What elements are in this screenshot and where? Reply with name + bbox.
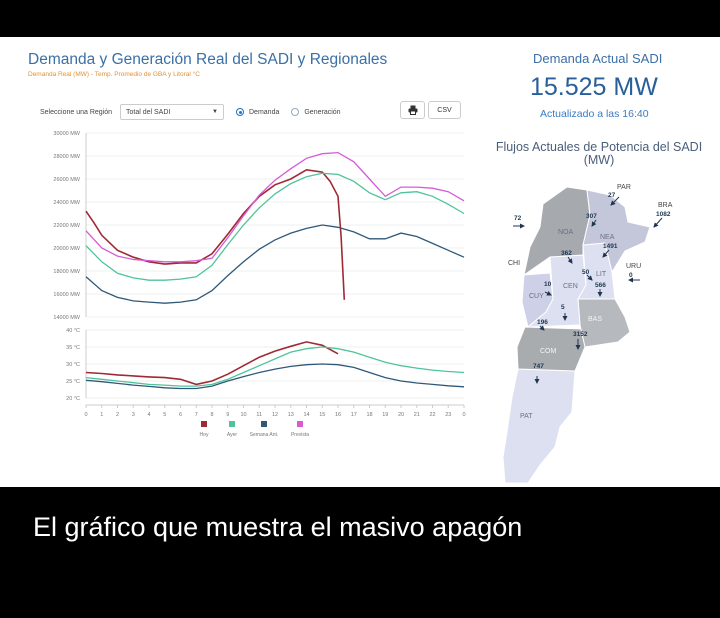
print-button[interactable] — [400, 101, 425, 119]
x-tick-label: 23 — [445, 412, 451, 418]
demand-y-tick-label: 28000 MW — [53, 154, 80, 160]
current-demand-label: Demanda Actual SADI — [533, 51, 663, 66]
legend-label: Prevista — [291, 432, 309, 438]
chart-controls: Seleccione una Región Total del SADI ▼ D… — [40, 103, 341, 121]
map-country-uru: URU — [626, 263, 641, 270]
printer-icon — [408, 105, 417, 115]
x-tick-label: 5 — [163, 412, 166, 418]
x-tick-label: 14 — [303, 412, 309, 418]
radio-generation-dot — [291, 108, 300, 116]
flow-value-chi: 72 — [514, 215, 522, 222]
region-select[interactable]: Total del SADI ▼ — [120, 104, 224, 120]
x-tick-label: 16 — [335, 412, 341, 418]
demand-series-semana-ant — [85, 224, 465, 304]
x-tick-label: 22 — [429, 412, 435, 418]
temp-y-tick-label: 35 °C — [66, 345, 80, 351]
x-tick-label: 9 — [226, 412, 229, 418]
map-country-chi: CHI — [508, 260, 520, 267]
flow-value-uru: 0 — [629, 272, 633, 279]
x-tick-label: 2 — [116, 412, 119, 418]
demand-temperature-chart: 30000 MW 28000 MW 26000 MW 24000 MW 22000 MW… — [53, 131, 465, 438]
updated-time: Actualizado a las 16:40 — [540, 108, 649, 120]
current-demand-value: 15.525 MW — [530, 73, 658, 101]
region-select-value: Total del SADI — [126, 108, 171, 116]
demand-y-tick-label: 16000 MW — [53, 292, 80, 298]
temp-y-tick-label: 20 °C — [66, 396, 80, 402]
legend-swatch-prevista — [297, 421, 303, 427]
temp-y-tick-label: 40 °C — [66, 328, 80, 334]
x-tick-label: 7 — [195, 412, 198, 418]
legend-label: Ayer — [227, 432, 238, 438]
radio-generation-label: Generación — [304, 108, 341, 116]
power-flows-title: Flujos Actuales de Potencia del SADI (MW… — [495, 140, 703, 167]
radio-generation[interactable]: Generación — [291, 108, 341, 116]
map-region-pat[interactable] — [502, 368, 576, 484]
region-label: Seleccione una Región — [40, 108, 112, 116]
chart-title: Demanda y Generación Real del SADI y Reg… — [28, 51, 388, 68]
legend-swatch-hoy — [201, 421, 207, 427]
map-region-bas[interactable] — [577, 298, 631, 348]
radio-demand-dot — [236, 108, 244, 116]
x-tick-label: 13 — [288, 412, 294, 418]
demand-y-tick-label: 20000 MW — [53, 246, 80, 252]
map-region-com[interactable] — [516, 326, 586, 372]
chart-subtitle: Demanda Real (MW) - Temp. Promedio de GB… — [28, 71, 200, 78]
csv-button[interactable]: CSV — [428, 101, 461, 119]
legend-label: Semana Ant. — [250, 432, 279, 438]
map-region-noa[interactable] — [523, 186, 591, 277]
x-tick-label: 3 — [132, 412, 135, 418]
dashboard-panel: Demanda y Generación Real del SADI y Reg… — [0, 37, 720, 487]
map-country-par: PAR — [617, 184, 631, 191]
flow-arrow-bra — [653, 217, 663, 228]
radio-demand[interactable]: Demanda — [236, 108, 279, 116]
x-tick-label: 17 — [351, 412, 357, 418]
chevron-down-icon: ▼ — [212, 109, 218, 115]
x-tick-label: 11 — [256, 412, 262, 418]
temp-series-hoy — [85, 341, 339, 386]
demand-y-tick-label: 30000 MW — [53, 131, 80, 137]
x-tick-label: 0 — [84, 412, 87, 418]
legend-label: Hoy — [200, 432, 209, 438]
temp-y-tick-label: 30 °C — [66, 362, 80, 368]
temp-y-tick-label: 25 °C — [66, 379, 80, 385]
x-tick-label: 15 — [319, 412, 325, 418]
demand-y-tick-label: 22000 MW — [53, 223, 80, 229]
demand-y-tick-label: 26000 MW — [53, 177, 80, 183]
demand-y-tick-label: 24000 MW — [53, 200, 80, 206]
x-tick-label: 12 — [272, 412, 278, 418]
legend-swatch-ayer — [229, 421, 235, 427]
demand-series-ayer — [85, 172, 465, 281]
temp-series-semana-ant — [85, 363, 465, 390]
x-tick-label: 6 — [179, 412, 182, 418]
x-tick-label: 20 — [398, 412, 404, 418]
demand-y-tick-label: 14000 MW — [53, 315, 80, 321]
caption-text: El gráfico que muestra el masivo apagón — [33, 512, 523, 542]
radio-demand-label: Demanda — [249, 108, 280, 116]
x-tick-label: 21 — [414, 412, 420, 418]
temp-series-ayer — [85, 346, 465, 387]
x-tick-label: 0 — [462, 412, 465, 418]
map-country-bra: BRA — [658, 202, 673, 209]
x-tick-label: 8 — [210, 412, 213, 418]
x-tick-label: 1 — [100, 412, 103, 418]
x-tick-label: 10 — [240, 412, 246, 418]
x-tick-label: 19 — [382, 412, 388, 418]
legend-swatch-semana-ant — [261, 421, 267, 427]
demand-y-tick-label: 18000 MW — [53, 269, 80, 275]
x-tick-label: 18 — [366, 412, 372, 418]
demand-series-prevista — [85, 151, 465, 263]
demand-series-hoy — [85, 168, 346, 300]
x-tick-label: 4 — [147, 412, 150, 418]
map-region-nea[interactable] — [582, 189, 651, 274]
flow-value-bra: 1082 — [656, 211, 671, 218]
